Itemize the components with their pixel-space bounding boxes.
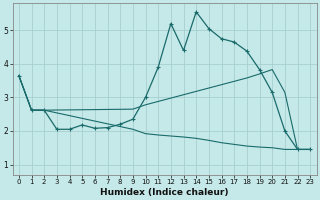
X-axis label: Humidex (Indice chaleur): Humidex (Indice chaleur) [100, 188, 229, 197]
